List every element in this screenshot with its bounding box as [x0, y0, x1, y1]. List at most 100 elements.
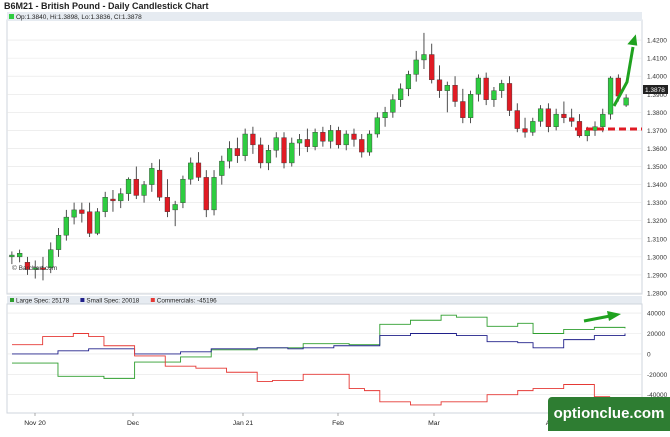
candle: [32, 260, 38, 279]
candle: [281, 132, 287, 169]
candle-body: [273, 137, 279, 151]
candle-body: [55, 234, 62, 250]
candle-body: [48, 249, 54, 268]
price-tick-label: 1.3300: [647, 200, 667, 207]
candle-body: [561, 113, 567, 118]
candle-body: [63, 216, 69, 236]
candle-body: [444, 85, 450, 91]
x-axis-label: Mar: [428, 420, 440, 427]
candle: [382, 106, 388, 127]
candle-body: [452, 85, 458, 102]
price-tick-label: 1.2800: [647, 291, 667, 298]
candle: [265, 144, 272, 171]
candle: [530, 117, 536, 136]
last-price-text: 1.3878: [645, 87, 665, 94]
price-tick-label: 1.2900: [647, 272, 667, 279]
candle: [157, 159, 163, 201]
candle-body: [265, 150, 272, 164]
candle-body: [102, 197, 108, 212]
candle: [390, 94, 396, 118]
watermark: optionclue.com: [548, 397, 670, 431]
cot-panel: [6, 303, 643, 414]
candle: [351, 128, 357, 147]
price-tick-label: 1.3700: [647, 128, 667, 135]
candle: [296, 134, 303, 156]
candle: [421, 32, 427, 69]
candle: [561, 101, 567, 124]
price-legend-swatch: [9, 14, 14, 19]
cot-legend-label: Large Spec: 25178: [16, 298, 70, 305]
candle-body: [483, 77, 489, 100]
candle-body: [328, 130, 334, 142]
candle-body: [413, 59, 419, 75]
candle: [444, 81, 450, 113]
candle-body: [133, 178, 139, 196]
candle-body: [71, 209, 77, 218]
candle: [110, 190, 116, 212]
cot-legend-swatch: [10, 298, 14, 302]
candle: [398, 83, 404, 107]
price-tick-label: 1.3200: [647, 218, 667, 225]
candle-body: [607, 77, 614, 115]
candle: [273, 132, 279, 158]
candle-body: [460, 101, 466, 118]
candle-body: [32, 267, 38, 270]
candle-body: [537, 108, 544, 122]
candle-body: [87, 211, 93, 234]
price-tick-label: 1.3500: [647, 164, 667, 171]
candle: [48, 242, 54, 274]
candle: [289, 137, 295, 167]
candle-body: [188, 162, 194, 180]
candle-body: [258, 144, 264, 164]
candle: [553, 108, 559, 131]
price-tick-label: 1.4000: [647, 74, 667, 81]
x-axis-label: Dec: [127, 420, 140, 427]
candle-body: [40, 267, 46, 270]
cot-legend-swatch: [80, 298, 85, 302]
candle-body: [366, 133, 373, 153]
candle-body: [242, 133, 248, 156]
candle: [164, 179, 170, 218]
candle: [125, 177, 132, 201]
cot-tick-label: -40000: [647, 392, 668, 399]
candle: [491, 87, 497, 107]
candle: [242, 128, 248, 162]
candle-body: [304, 139, 310, 147]
candle: [203, 170, 209, 218]
candle: [623, 94, 629, 107]
candle: [87, 202, 93, 237]
candle-body: [320, 132, 326, 142]
candle-body: [312, 132, 318, 147]
candle: [545, 103, 551, 133]
chart-area: Op:1.3840, Hi:1.3898, Lo:1.3836, Cl:1.38…: [0, 12, 670, 432]
price-tick-label: 1.3000: [647, 254, 667, 261]
candle: [304, 128, 310, 153]
candle: [468, 90, 474, 124]
candle-body: [592, 126, 598, 131]
candle: [320, 126, 326, 147]
candle: [17, 249, 23, 263]
candle-body: [211, 177, 217, 211]
cot-series-line: [12, 314, 626, 379]
cot-tick-label: 40000: [647, 311, 665, 318]
candle: [460, 88, 466, 124]
cot-series-line: [12, 333, 626, 355]
candle: [475, 74, 481, 102]
candle: [607, 76, 614, 120]
candle: [118, 188, 124, 209]
candle: [9, 251, 15, 265]
candle: [141, 180, 147, 203]
cot-legend-label: Small Spec: 20018: [86, 298, 139, 305]
candle-body: [79, 209, 85, 214]
candle: [133, 166, 139, 200]
candle-body: [164, 197, 170, 212]
candle-body: [359, 139, 365, 153]
candle: [405, 70, 412, 97]
candle-body: [289, 142, 295, 164]
candle: [211, 170, 217, 216]
candle: [195, 152, 202, 181]
candle-body: [110, 198, 116, 202]
cot-legend-strip: [7, 296, 642, 304]
candle: [63, 209, 69, 241]
candle-body: [499, 83, 505, 91]
